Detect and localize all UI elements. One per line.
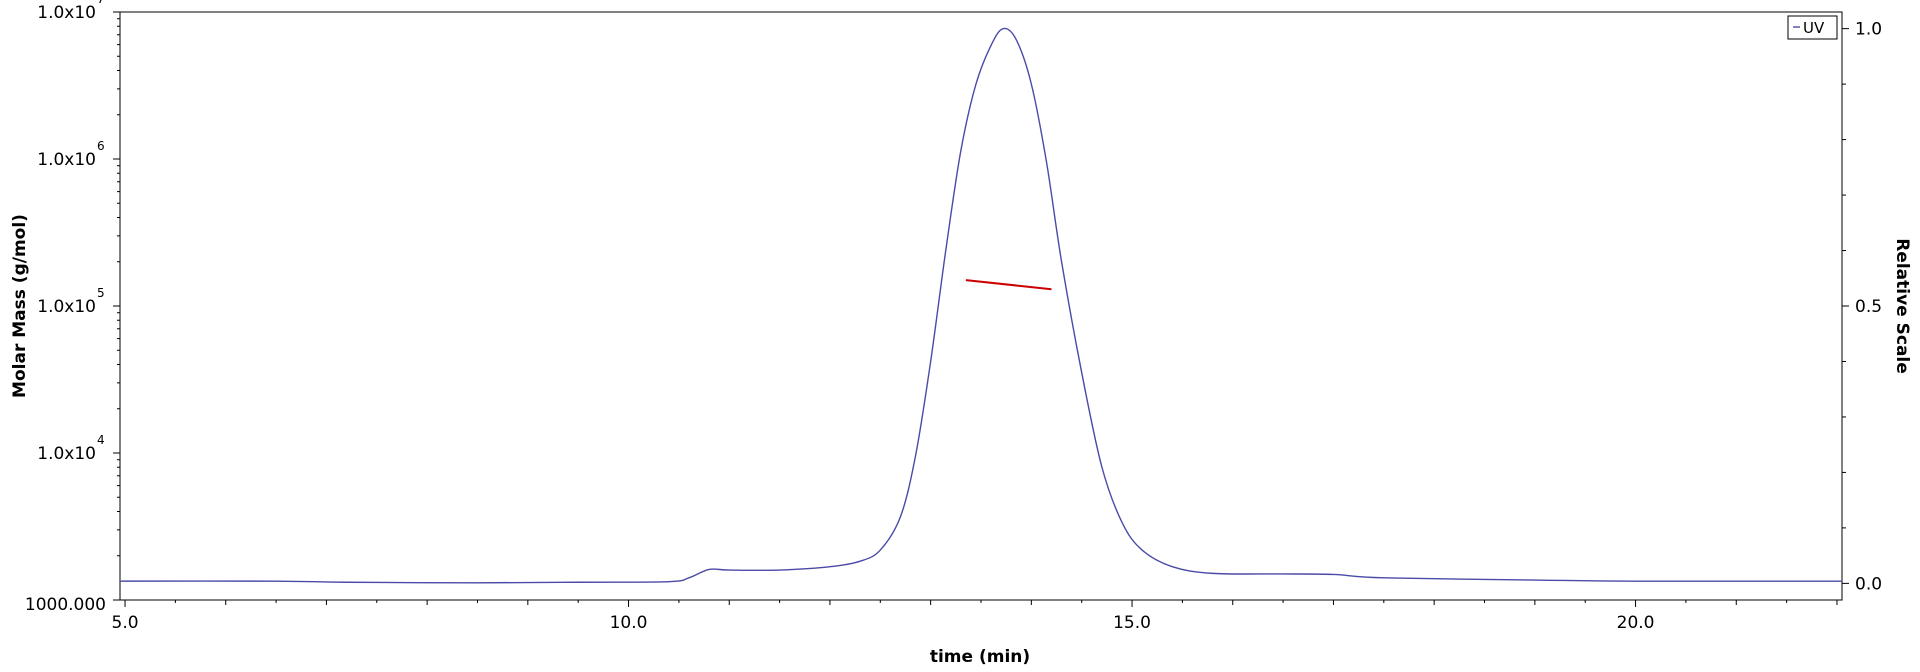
legend-box [1787,15,1838,40]
right-y-tick-label: 0.0 [1855,574,1882,594]
x-tick-label: 10.0 [610,613,648,633]
right-y-tick-label: 0.5 [1855,297,1882,317]
left-y-tick-exponent: 4 [97,433,105,447]
left-y-tick-exponent: 6 [97,139,105,153]
plot-area-frame [119,11,1843,601]
x-axis: 5.0 10.0 15.0 20.0 [112,600,1838,633]
series-layer [119,27,1843,584]
right-y-tick-label: 1.0 [1855,20,1882,40]
x-axis-title: time (min) [930,647,1030,667]
left-y-tick-label: 1.0x10 [37,150,96,170]
left-y-axis-title: Molar Mass (g/mol) [10,214,30,398]
legend-entry-uv: UV [1803,19,1825,37]
x-tick-label: 5.0 [112,613,139,633]
series-line-molar-mass [965,279,1052,291]
left-y-tick-label: 1.0x10 [37,3,96,23]
left-y-tick-exponent: 5 [97,286,105,300]
right-y-axis-title: Relative Scale [1892,238,1912,374]
legend: UV [1787,15,1838,40]
right-y-axis: 0.0 0.5 1.0 [1842,20,1882,594]
left-y-tick-label: 1000.000 [25,595,106,615]
left-y-tick-exponent: 7 [97,0,105,6]
left-y-tick-label: 1.0x10 [37,444,96,464]
series-line-uv [119,27,1843,584]
x-tick-label: 15.0 [1113,613,1151,633]
x-tick-label: 20.0 [1617,613,1655,633]
left-y-tick-label: 1.0x10 [37,297,96,317]
